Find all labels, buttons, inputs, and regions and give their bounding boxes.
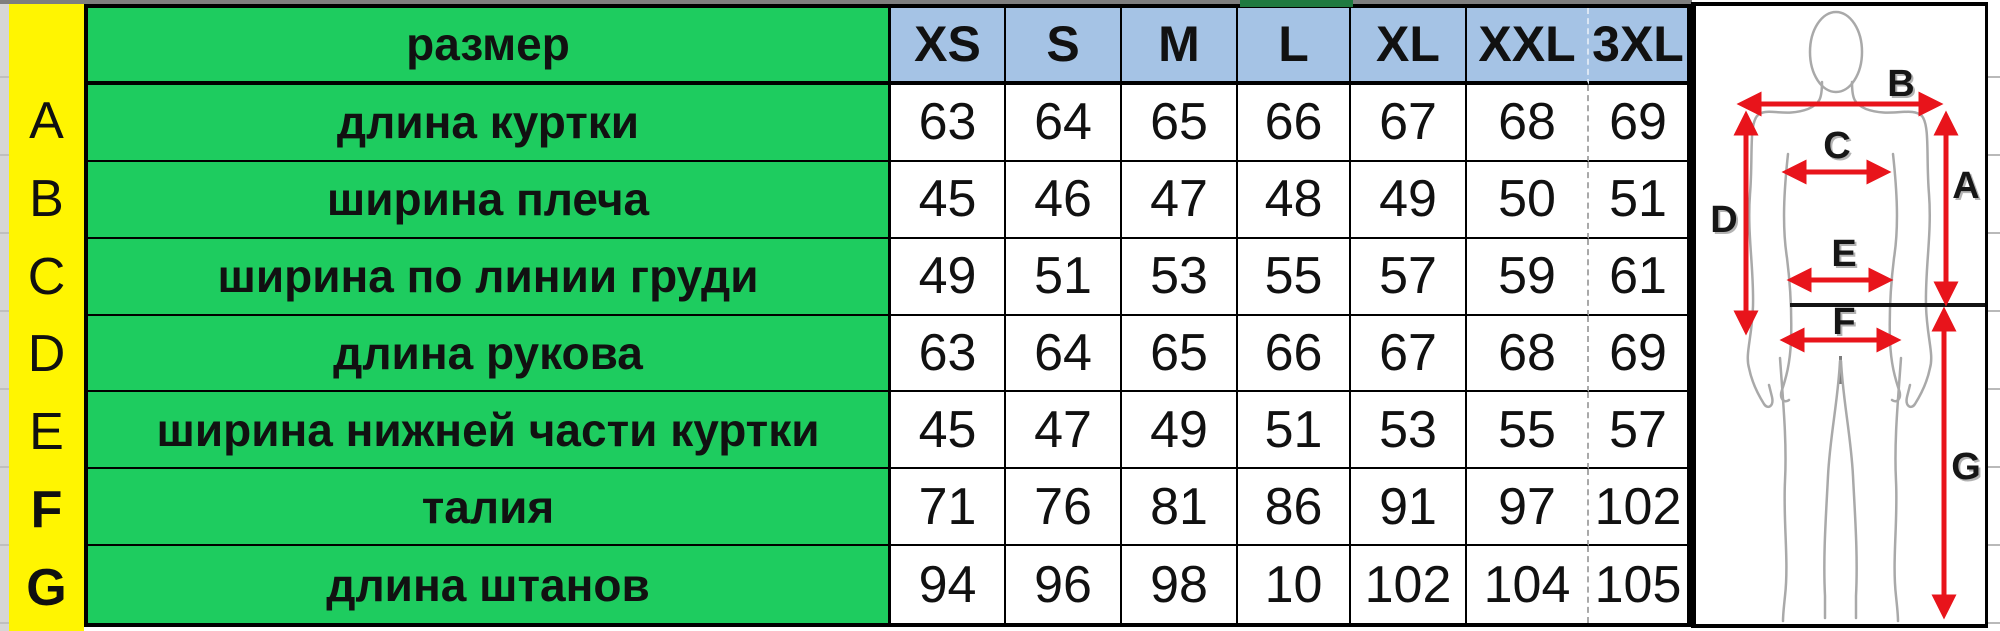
size-value-c-3xl: 61 <box>1589 239 1687 316</box>
size-value-g-xs: 94 <box>891 546 1006 623</box>
row-letter-column <box>9 0 84 631</box>
size-value-e-3xl: 57 <box>1589 392 1687 470</box>
size-value-d-xxl: 68 <box>1467 315 1589 393</box>
measurement-label-c: ширина по линии груди <box>88 238 891 316</box>
row-letter-e: E <box>29 403 64 462</box>
size-value-g-m: 98 <box>1122 546 1238 623</box>
size-value-b-m: 47 <box>1122 161 1238 239</box>
size-value-b-xs: 45 <box>891 161 1006 239</box>
size-value-d-m: 65 <box>1122 315 1238 393</box>
row-letter-d: D <box>27 325 66 384</box>
size-value-f-xs: 71 <box>891 469 1006 547</box>
row-letter-c: C <box>27 247 66 306</box>
size-value-f-xl: 91 <box>1351 469 1467 547</box>
size-value-f-3xl: 102 <box>1589 469 1687 547</box>
size-value-e-xs: 45 <box>891 392 1006 470</box>
size-value-d-s: 64 <box>1006 315 1122 393</box>
size-value-a-xl: 67 <box>1351 84 1467 162</box>
diagram-letter-labels: B A C D E F G <box>1710 63 1981 488</box>
size-value-c-m: 53 <box>1122 238 1238 316</box>
size-value-g-l: 10 <box>1238 546 1351 623</box>
size-header-s: S <box>1006 8 1122 85</box>
size-header-l: L <box>1238 8 1351 85</box>
measurement-arrows <box>1733 91 1959 620</box>
size-value-d-l: 66 <box>1238 315 1351 393</box>
size-value-b-3xl: 51 <box>1589 162 1687 239</box>
diagram-label-d: D <box>1710 199 1737 241</box>
body-diagram-svg: B A C D E F G <box>1710 10 1985 623</box>
size-value-d-3xl: 69 <box>1589 316 1687 393</box>
size-value-b-xxl: 50 <box>1467 161 1589 239</box>
size-value-a-xs: 63 <box>891 84 1006 162</box>
size-value-b-s: 46 <box>1006 161 1122 239</box>
size-value-g-s: 96 <box>1006 546 1122 623</box>
diagram-label-f: F <box>1832 301 1855 343</box>
diagram-label-e: E <box>1831 233 1856 275</box>
size-value-g-xxl: 104 <box>1467 546 1589 623</box>
diagram-label-a: A <box>1952 165 1979 207</box>
size-value-c-xs: 49 <box>891 238 1006 316</box>
row-letter-b: B <box>29 169 64 228</box>
row-letter-a: A <box>29 91 64 150</box>
spreadsheet-top-edge-strip <box>0 0 1692 4</box>
size-chart-table: размер XS S M L XL XXL 3XL длина куртки 63 64 65 66 6… <box>84 4 1691 627</box>
size-value-c-l: 55 <box>1238 238 1351 316</box>
size-value-d-xl: 67 <box>1351 315 1467 393</box>
measurement-label-a: длина куртки <box>88 84 891 162</box>
size-value-f-m: 81 <box>1122 469 1238 547</box>
size-value-e-xxl: 55 <box>1467 392 1589 470</box>
size-value-c-s: 51 <box>1006 238 1122 316</box>
size-value-b-l: 48 <box>1238 161 1351 239</box>
measurement-label-d: длина рукова <box>88 315 891 393</box>
size-value-a-s: 64 <box>1006 84 1122 162</box>
size-value-a-3xl: 69 <box>1589 85 1687 162</box>
size-value-a-xxl: 68 <box>1467 84 1589 162</box>
row-letter-g: G <box>26 559 67 618</box>
size-header-xs: XS <box>891 8 1006 85</box>
size-value-e-m: 49 <box>1122 392 1238 470</box>
size-value-e-l: 51 <box>1238 392 1351 470</box>
size-value-f-s: 76 <box>1006 469 1122 547</box>
diagram-label-c: C <box>1823 125 1850 167</box>
size-value-a-m: 65 <box>1122 84 1238 162</box>
size-header-xxl: XXL <box>1467 8 1589 85</box>
measurement-label-e: ширина нижней части куртки <box>88 392 891 470</box>
top-green-accent-patch <box>1240 0 1353 7</box>
size-value-e-s: 47 <box>1006 392 1122 470</box>
size-value-c-xxl: 59 <box>1467 238 1589 316</box>
corner-size-label: размер <box>88 8 891 85</box>
size-header-xl: XL <box>1351 8 1467 85</box>
spreadsheet-left-edge-strip <box>0 0 9 631</box>
size-value-e-xl: 53 <box>1351 392 1467 470</box>
row-letter-f: F <box>30 481 63 540</box>
measurement-label-g: длина штанов <box>88 546 891 623</box>
diagram-label-g: G <box>1951 446 1981 488</box>
size-value-g-xl: 102 <box>1351 546 1467 623</box>
size-value-d-xs: 63 <box>891 315 1006 393</box>
size-value-g-3xl: 105 <box>1594 555 1682 614</box>
size-value-f-l: 86 <box>1238 469 1351 547</box>
size-header-m: M <box>1122 8 1238 85</box>
size-value-a-l: 66 <box>1238 84 1351 162</box>
measurement-label-b: ширина плеча <box>88 161 891 239</box>
size-value-f-xxl: 97 <box>1467 469 1589 547</box>
diagram-label-b: B <box>1887 63 1914 105</box>
size-value-b-xl: 49 <box>1351 161 1467 239</box>
body-measurement-diagram: B A C D E F G <box>1691 2 1988 628</box>
size-value-c-xl: 57 <box>1351 238 1467 316</box>
size-header-3xl: 3XL <box>1589 8 1687 85</box>
measurement-label-f: талия <box>88 469 891 547</box>
row-letter-empty <box>9 4 84 82</box>
spreadsheet-right-edge-strip <box>1988 0 2000 631</box>
